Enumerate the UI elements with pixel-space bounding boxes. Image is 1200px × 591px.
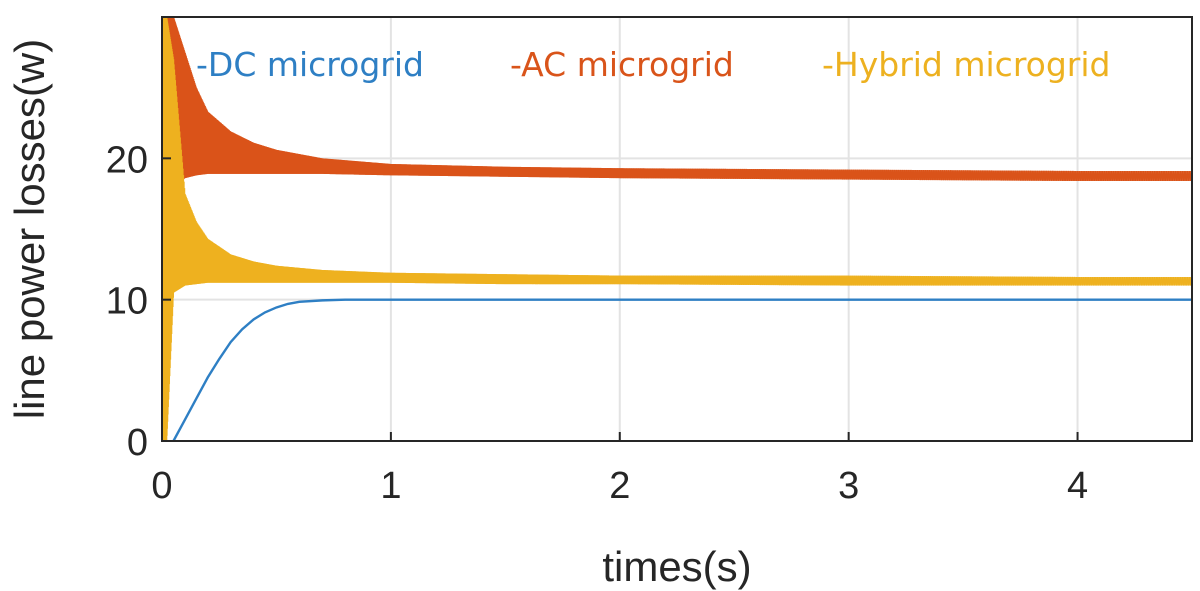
plot-background: [162, 17, 1192, 441]
x-tick-label-2: 2: [609, 465, 630, 507]
y-axis-label: line power losses(w): [6, 39, 53, 419]
series-1-band: [166, 17, 1193, 321]
legend: -DC microgrid -AC microgrid -Hybrid microg…: [196, 45, 1111, 84]
x-tick-label-3: 3: [838, 465, 859, 507]
x-tick-label-0: 0: [151, 465, 172, 507]
series-2: [161, 16, 1193, 442]
series-0-line: [172, 298, 1192, 442]
plot-frame: [161, 16, 1193, 442]
y-tick-label-0: 0: [127, 422, 148, 464]
data-series: [161, 16, 1193, 442]
legend-entry-0: -DC microgrid: [196, 45, 424, 84]
legend-entry-2: -Hybrid microgrid: [822, 45, 1111, 84]
x-tick-label-1: 1: [380, 465, 401, 507]
y-tick-label-2: 20: [106, 139, 148, 181]
legend-entry-1: -AC microgrid: [510, 45, 734, 84]
y-tick-label-1: 10: [106, 281, 148, 323]
x-axis-label: times(s): [602, 543, 751, 590]
tick-labels: 0 1 2 3 4 0 10 20: [106, 139, 1088, 507]
axes: [161, 16, 1193, 442]
series-1: [165, 16, 1193, 321]
series-0: [172, 298, 1192, 442]
x-tick-label-4: 4: [1067, 465, 1088, 507]
